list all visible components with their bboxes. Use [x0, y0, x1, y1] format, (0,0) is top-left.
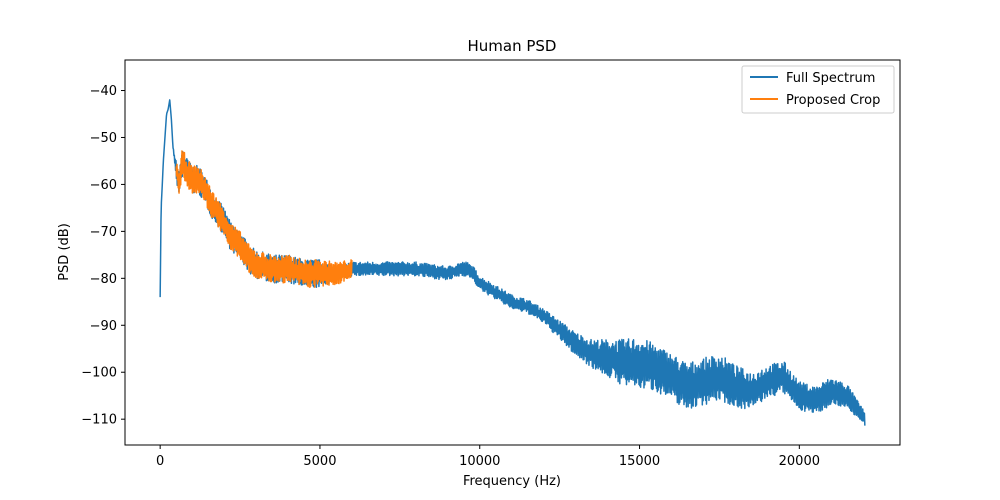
y-tick-label: −100 — [81, 366, 117, 381]
x-tick-label: 20000 — [779, 454, 820, 469]
legend-box — [741, 65, 895, 114]
legend-label-proposed-crop: Proposed Crop — [786, 93, 880, 108]
y-tick-label: −70 — [90, 225, 117, 240]
plot-frame — [124, 59, 901, 446]
chart-title: Human PSD — [468, 37, 557, 55]
y-tick-label: −110 — [81, 413, 117, 428]
y-tick-label: −50 — [90, 131, 117, 146]
x-tick-label: 15000 — [619, 454, 660, 469]
y-axis: −110 −100 −90 −80 −70 −60 −50 −40 — [81, 84, 125, 428]
x-tick-label: 10000 — [459, 454, 500, 469]
series-line-proposed-crop — [175, 150, 353, 289]
legend-label-full-spectrum: Full Spectrum — [786, 71, 875, 86]
x-tick-label: 5000 — [303, 454, 336, 469]
y-axis-label: PSD (dB) — [57, 223, 72, 281]
y-tick-label: −40 — [90, 84, 117, 99]
legend: Full Spectrum Proposed Crop — [741, 65, 895, 114]
x-axis: 0 5000 10000 15000 20000 — [156, 445, 820, 469]
x-tick-label: 0 — [156, 454, 164, 469]
x-axis-label: Frequency (Hz) — [463, 474, 561, 489]
y-tick-label: −60 — [90, 178, 117, 193]
y-tick-label: −90 — [90, 319, 117, 334]
y-tick-label: −80 — [90, 272, 117, 287]
